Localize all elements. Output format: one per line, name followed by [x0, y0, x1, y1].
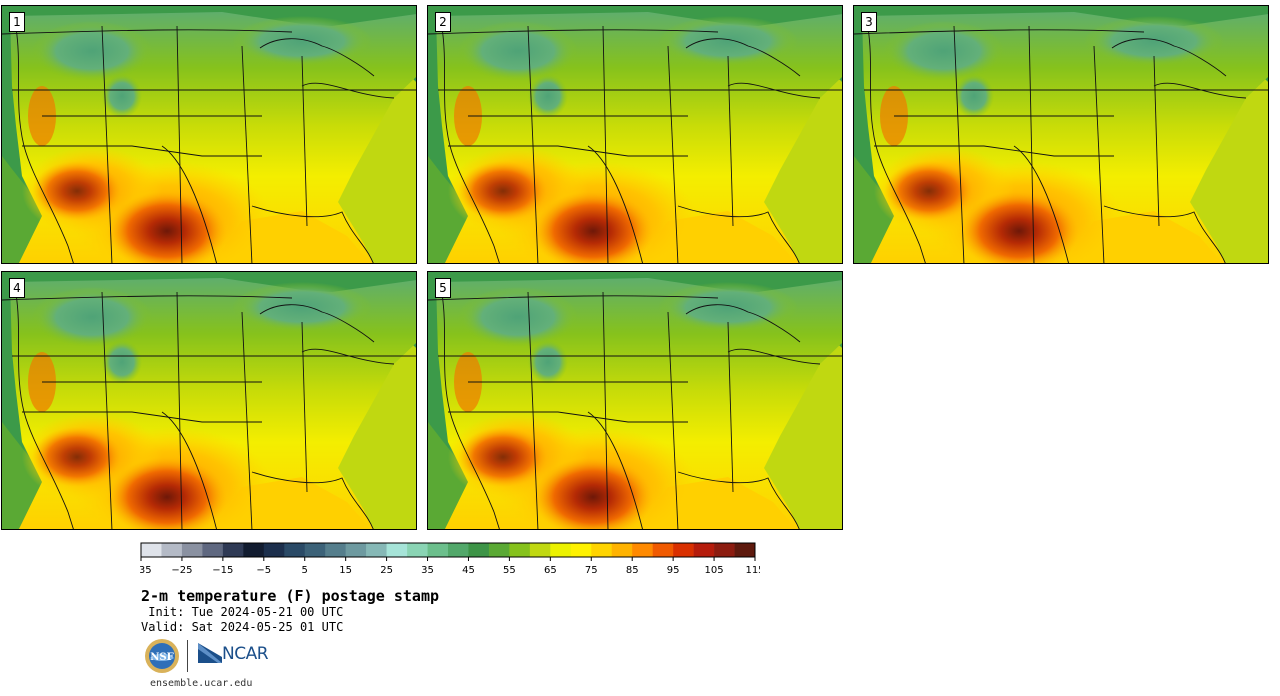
- colorbar-cell: [550, 543, 572, 557]
- colorbar-cell: [488, 543, 510, 557]
- panel-number-label: 5: [435, 278, 451, 298]
- colorbar-cell: [468, 543, 490, 557]
- colorbar-tick-label: 115: [745, 565, 760, 576]
- map-panel-4: 4: [1, 271, 417, 530]
- temperature-colorbar: −35 −25 −15 −5 5 15 25 35 45 55 65 75 85 95 105 115: [140, 542, 760, 576]
- panel-number-label: 4: [9, 278, 25, 298]
- panel-number-label: 2: [435, 12, 451, 32]
- colorbar-cell: [304, 543, 326, 557]
- colorbar-cell: [181, 543, 203, 557]
- colorbar-cell: [509, 543, 531, 557]
- ncar-logo-text: NCAR: [222, 644, 269, 664]
- colorbar-cell: [407, 543, 428, 557]
- map-panel-5: 5: [427, 271, 843, 530]
- colorbar-tick-label: 45: [462, 565, 475, 576]
- colorbar-cell: [611, 543, 633, 557]
- colorbar-tick-label: −5: [256, 565, 271, 576]
- colorbar-cell: [141, 543, 162, 557]
- temperature-map: [854, 6, 1268, 263]
- temperature-map: [428, 272, 842, 529]
- colorbar-tick-label: 85: [626, 565, 639, 576]
- colorbar-cell: [345, 543, 367, 557]
- colorbar-cell: [632, 543, 653, 557]
- map-panel-3: 3: [853, 5, 1269, 264]
- colorbar-cell: [591, 543, 613, 557]
- colorbar-cell: [673, 543, 694, 557]
- colorbar-cell: [529, 543, 551, 557]
- colorbar-tick-label: −15: [212, 565, 233, 576]
- colorbar-tick-label: 25: [380, 565, 393, 576]
- logo-divider: [187, 640, 188, 672]
- source-url: ensemble.ucar.edu: [150, 678, 253, 689]
- colorbar-cell: [693, 543, 715, 557]
- colorbar-cell: [734, 543, 756, 557]
- colorbar-cell: [386, 543, 408, 557]
- map-panel-1: 1: [1, 5, 417, 264]
- colorbar-tick-label: 55: [503, 565, 516, 576]
- nsf-logo: NSF: [145, 639, 179, 673]
- colorbar-cell: [714, 543, 735, 557]
- colorbar-tick-label: 5: [302, 565, 308, 576]
- colorbar-tick-label: −35: [140, 565, 152, 576]
- map-panel-2: 2: [427, 5, 843, 264]
- colorbar-cell: [222, 543, 244, 557]
- colorbar-cell: [243, 543, 265, 557]
- colorbar-tick-label: 35: [421, 565, 434, 576]
- nsf-logo-text: NSF: [150, 652, 173, 663]
- temperature-map: [428, 6, 842, 263]
- colorbar-cell: [570, 543, 592, 557]
- colorbar-tick-label: 15: [339, 565, 352, 576]
- chart-title: 2-m temperature (F) postage stamp: [141, 587, 440, 605]
- colorbar-cell: [652, 543, 674, 557]
- colorbar-cell: [325, 543, 346, 557]
- colorbar-cell: [427, 543, 449, 557]
- ncar-logo-mark: [198, 643, 222, 663]
- colorbar-tick-label: 105: [705, 565, 724, 576]
- colorbar-cell: [161, 543, 183, 557]
- colorbar-cell: [263, 543, 285, 557]
- valid-time: Valid: Sat 2024-05-25 01 UTC: [141, 620, 344, 634]
- colorbar-cell: [202, 543, 224, 557]
- colorbar-cell: [448, 543, 469, 557]
- colorbar-tick-label: 95: [667, 565, 680, 576]
- panel-number-label: 3: [861, 12, 877, 32]
- temperature-map: [2, 272, 416, 529]
- colorbar-cell: [284, 543, 306, 557]
- colorbar-tick-label: −25: [171, 565, 192, 576]
- colorbar-cell: [366, 543, 387, 557]
- init-time: Init: Tue 2024-05-21 00 UTC: [141, 605, 344, 619]
- temperature-map: [2, 6, 416, 263]
- panel-number-label: 1: [9, 12, 25, 32]
- colorbar-tick-label: 75: [585, 565, 598, 576]
- colorbar-tick-label: 65: [544, 565, 557, 576]
